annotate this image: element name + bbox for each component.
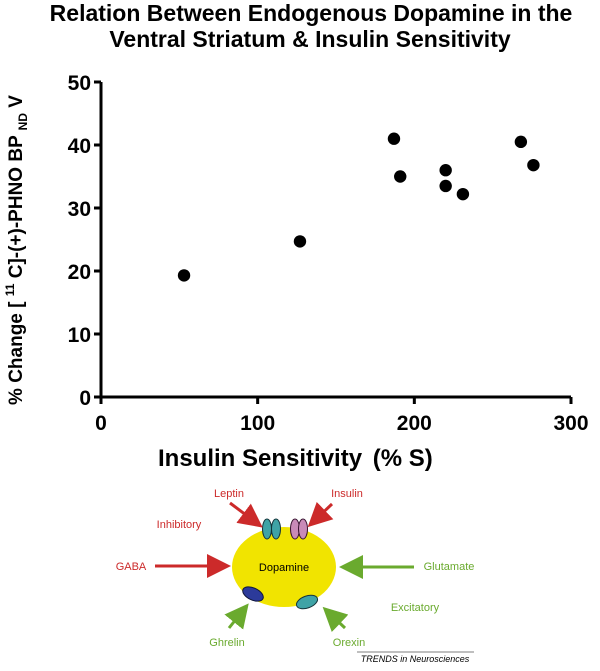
y-tick-label: 10 [68,324,91,347]
data-point [456,187,470,201]
insulin-arrow [307,501,334,528]
ghrelin-arrow [224,603,249,630]
inhibitory-label: Inhibitory [157,519,202,531]
insulin-label: Insulin [331,488,363,500]
data-point [394,170,407,183]
x-tick-label: 300 [553,412,588,435]
orexin-label: Orexin [333,637,365,649]
y-axis-label-mid: C]-(+)-PHNO BP [6,135,27,278]
data-point [439,179,452,193]
y-axis-label: % Change [ 11 C]-(+)-PHNO BP ND V [0,95,32,405]
leptin-arrow [229,501,263,528]
excitatory-label: Excitatory [391,602,440,614]
dopamine-regulation-diagram: Dopamine Leptin Insulin Inhibitory GABA … [116,488,475,664]
data-point [514,135,528,149]
x-axis-label: Insulin Sensitivity (% S) [158,445,433,472]
ghrelin-receptor [242,586,264,602]
chart-title-line2: Ventral Striatum & Insulin Sensitivity [109,26,511,52]
y-axis-label-sup: 11 [3,283,17,296]
x-axis-label-unit: (% S) [373,445,433,472]
ghrelin-label: Ghrelin [209,637,244,649]
x-tick-label: 200 [397,412,432,435]
chart-title-line1: Relation Between Endogenous Dopamine in … [49,0,573,26]
y-axis-label-sub: ND [16,113,30,131]
orexin-receptor [295,594,319,610]
chart-title: Relation Between Endogenous Dopamine in … [0,0,600,52]
gaba-label: GABA [116,561,147,573]
data-point [177,269,191,282]
x-axis-label-main: Insulin Sensitivity [158,445,363,472]
data-point [293,235,307,248]
y-tick-label: 40 [68,135,91,158]
scatter-plot: 0 10 20 30 40 50 0 100 200 300 Insulin Sensitivit… [0,72,589,472]
glutamate-label: Glutamate [424,561,475,573]
y-tick-label: 20 [68,261,91,284]
x-tick-label: 100 [240,412,275,435]
insulin-receptor-right [298,518,308,540]
y-tick-label: 50 [68,72,91,95]
y-tick-label: 0 [79,387,91,410]
data-point [527,158,540,172]
y-tick-label: 30 [68,198,91,221]
data-point [439,164,452,177]
data-point [387,132,401,145]
leptin-receptor-left [262,518,272,540]
center-label: Dopamine [259,562,309,574]
dopamine-neuron [232,527,336,607]
footer-label: TRENDS in Neurosciences [361,654,470,664]
y-axis-label-pre: % Change [ [6,301,27,405]
x-tick-label: 0 [95,412,107,435]
leptin-label: Leptin [214,488,244,500]
y-axis-label-post: V [6,95,27,108]
leptin-receptor-right [271,518,281,540]
orexin-arrow [322,606,349,633]
